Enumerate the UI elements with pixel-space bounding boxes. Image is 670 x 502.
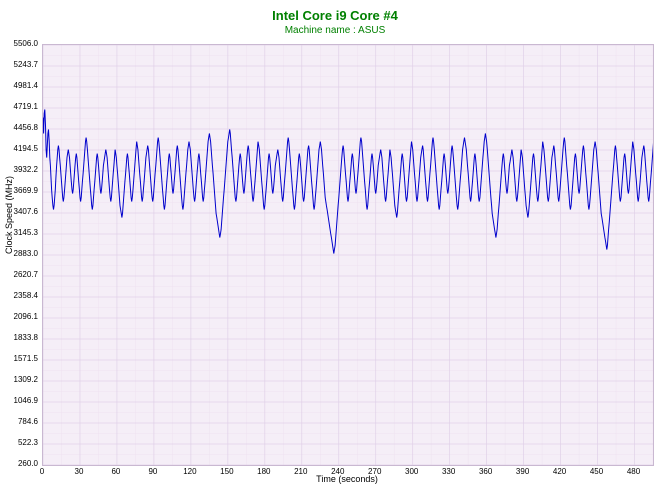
x-tick-label: 480 (627, 467, 640, 476)
x-tick-label: 240 (331, 467, 344, 476)
y-tick-label: 522.3 (2, 439, 38, 447)
x-tick-label: 30 (75, 467, 84, 476)
y-tick-label: 3407.6 (2, 208, 38, 216)
y-tick-label: 1046.9 (2, 397, 38, 405)
chart-svg (43, 45, 653, 465)
plot-area: Clock Speed (MHz) Time (seconds) 260.052… (42, 44, 652, 480)
chart-title: Intel Core i9 Core #4 (0, 0, 670, 23)
x-tick-label: 420 (553, 467, 566, 476)
x-tick-label: 60 (111, 467, 120, 476)
y-tick-label: 1571.5 (2, 355, 38, 363)
y-tick-label: 2620.7 (2, 271, 38, 279)
y-tick-label: 1833.8 (2, 334, 38, 342)
plot-background (42, 44, 654, 466)
x-tick-label: 300 (405, 467, 418, 476)
chart-subtitle: Machine name : ASUS (0, 23, 670, 36)
y-tick-label: 3669.9 (2, 187, 38, 195)
y-tick-label: 4194.5 (2, 145, 38, 153)
y-tick-label: 2096.1 (2, 313, 38, 321)
y-tick-label: 3932.2 (2, 166, 38, 174)
y-tick-label: 2883.0 (2, 250, 38, 258)
x-tick-label: 90 (148, 467, 157, 476)
y-tick-label: 4719.1 (2, 103, 38, 111)
x-tick-label: 330 (442, 467, 455, 476)
y-tick-label: 5243.7 (2, 61, 38, 69)
x-tick-label: 150 (220, 467, 233, 476)
y-tick-label: 4981.4 (2, 82, 38, 90)
x-tick-label: 360 (479, 467, 492, 476)
x-tick-label: 450 (590, 467, 603, 476)
y-tick-label: 3145.3 (2, 229, 38, 237)
x-tick-label: 120 (183, 467, 196, 476)
x-tick-label: 390 (516, 467, 529, 476)
y-tick-label: 1309.2 (2, 376, 38, 384)
y-tick-label: 2358.4 (2, 292, 38, 300)
x-tick-label: 180 (257, 467, 270, 476)
y-tick-label: 260.0 (2, 460, 38, 468)
x-tick-label: 270 (368, 467, 381, 476)
y-tick-label: 4456.8 (2, 124, 38, 132)
y-tick-label: 784.6 (2, 418, 38, 426)
y-tick-label: 5506.0 (2, 40, 38, 48)
x-tick-label: 0 (40, 467, 44, 476)
x-tick-label: 210 (294, 467, 307, 476)
